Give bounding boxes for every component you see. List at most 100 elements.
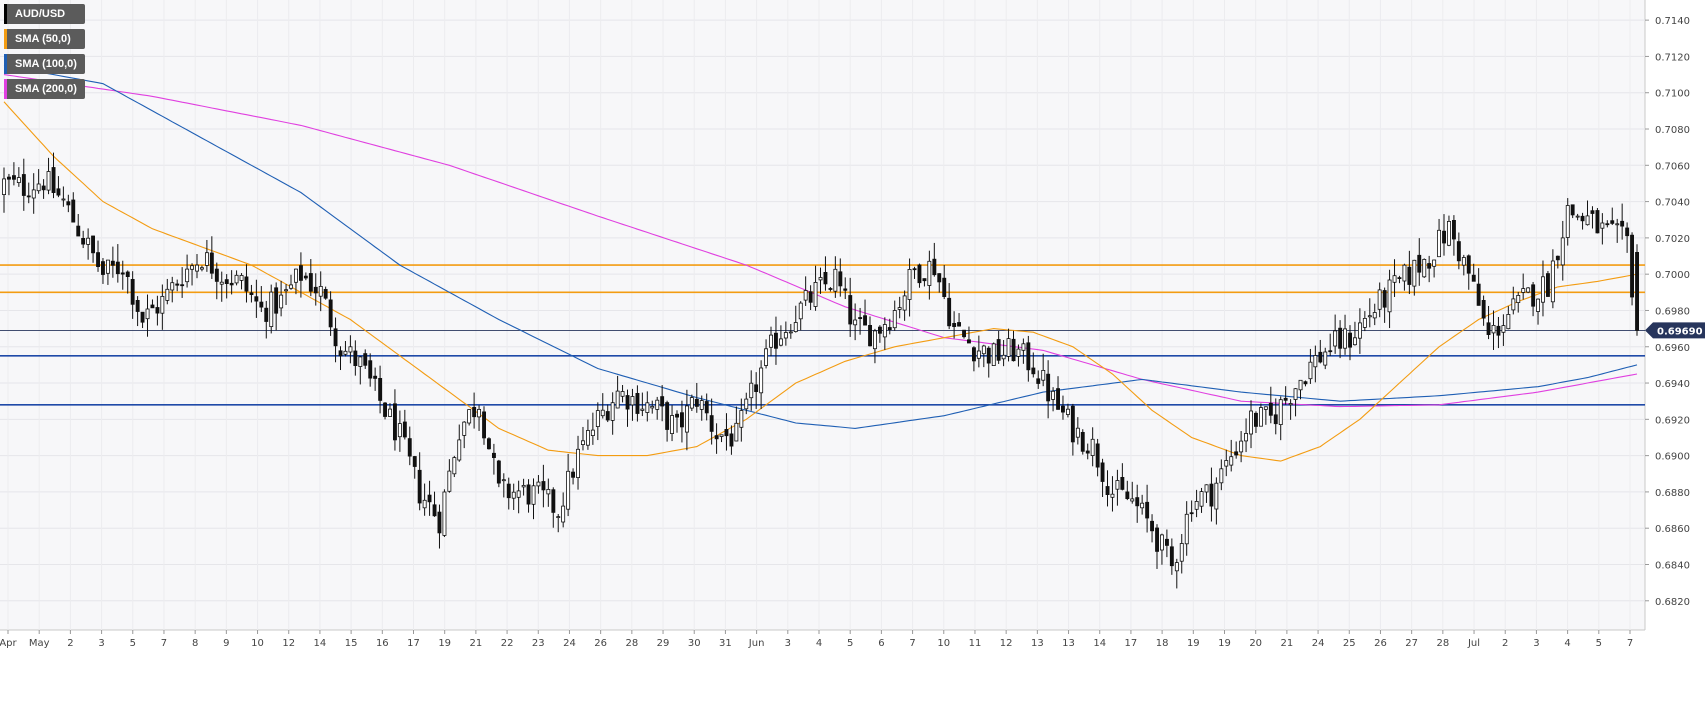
candle-bull[interactable]: [1006, 338, 1011, 357]
candle-bull[interactable]: [284, 289, 288, 292]
candle-bull[interactable]: [348, 346, 353, 353]
candle-bear[interactable]: [264, 307, 269, 322]
candle-bear[interactable]: [694, 398, 699, 407]
candle-bull[interactable]: [650, 405, 655, 409]
candle-bull[interactable]: [1308, 361, 1313, 380]
candle-bull[interactable]: [239, 274, 244, 281]
candle-bull[interactable]: [1204, 484, 1209, 493]
candle-bull[interactable]: [106, 259, 110, 274]
candle-bear[interactable]: [1630, 234, 1634, 298]
candle-bull[interactable]: [897, 307, 902, 310]
candle-bear[interactable]: [1531, 284, 1536, 307]
candle-bear[interactable]: [922, 278, 927, 282]
candle-bear[interactable]: [1595, 210, 1600, 234]
candle-bull[interactable]: [170, 282, 175, 291]
candle-bear[interactable]: [96, 252, 100, 268]
candle-bear[interactable]: [298, 265, 303, 281]
candle-bear[interactable]: [774, 332, 778, 349]
candle-bull[interactable]: [719, 434, 724, 437]
candle-bull[interactable]: [892, 310, 897, 329]
candle-bear[interactable]: [1303, 381, 1308, 385]
candle-bull[interactable]: [1550, 260, 1555, 303]
candle-bull[interactable]: [764, 348, 768, 366]
candle-bear[interactable]: [392, 403, 397, 441]
candle-bear[interactable]: [1481, 299, 1486, 319]
candle-bull[interactable]: [1358, 322, 1362, 339]
candle-bear[interactable]: [41, 185, 46, 191]
candle-bear[interactable]: [1105, 486, 1110, 496]
candle-bear[interactable]: [486, 438, 491, 450]
candle-bear[interactable]: [125, 271, 130, 277]
candle-bear[interactable]: [1135, 497, 1140, 507]
candle-bull[interactable]: [630, 396, 635, 406]
candle-bull[interactable]: [1051, 390, 1055, 400]
candle-bull[interactable]: [645, 402, 650, 413]
candle-bear[interactable]: [942, 277, 947, 298]
candle-bear[interactable]: [51, 167, 56, 194]
candle-bear[interactable]: [526, 484, 531, 505]
candle-bear[interactable]: [1486, 322, 1491, 335]
candle-bear[interactable]: [680, 412, 684, 428]
candle-bear[interactable]: [328, 299, 333, 328]
candle-bull[interactable]: [783, 332, 788, 339]
candle-bull[interactable]: [576, 448, 580, 478]
candle-bull[interactable]: [1422, 258, 1427, 278]
candle-bear[interactable]: [1080, 431, 1085, 452]
candle-bear[interactable]: [1234, 451, 1239, 456]
candle-bull[interactable]: [46, 171, 51, 191]
candle-bear[interactable]: [1120, 476, 1125, 490]
candle-bull[interactable]: [655, 399, 660, 410]
candle-bear[interactable]: [76, 225, 81, 237]
candle-bear[interactable]: [1605, 223, 1610, 226]
candle-bear[interactable]: [1456, 241, 1461, 262]
candle-bear[interactable]: [26, 195, 31, 198]
candle-bull[interactable]: [452, 457, 457, 475]
candle-bull[interactable]: [615, 390, 620, 409]
candle-bear[interactable]: [1570, 204, 1575, 216]
candle-bull[interactable]: [1110, 493, 1115, 498]
candle-bull[interactable]: [902, 295, 907, 311]
candle-bull[interactable]: [779, 338, 783, 346]
candle-bear[interactable]: [427, 494, 432, 503]
candle-bull[interactable]: [516, 490, 521, 498]
candle-bear[interactable]: [1070, 405, 1075, 443]
candle-bear[interactable]: [1348, 332, 1352, 348]
candle-bull[interactable]: [289, 284, 293, 289]
candle-bull[interactable]: [462, 421, 467, 436]
candle-bull[interactable]: [447, 470, 452, 492]
candle-bear[interactable]: [7, 176, 11, 180]
candle-bear[interactable]: [665, 402, 670, 430]
candle-bear[interactable]: [957, 322, 961, 327]
candle-bull[interactable]: [422, 499, 427, 509]
candle-bear[interactable]: [56, 188, 61, 196]
candle-bull[interactable]: [1066, 408, 1070, 415]
candle-bull[interactable]: [457, 439, 462, 461]
candle-bull[interactable]: [1075, 427, 1080, 438]
candle-bear[interactable]: [571, 471, 575, 478]
candle-bull[interactable]: [1343, 328, 1347, 349]
candle-bull[interactable]: [145, 308, 150, 320]
candle-bull[interactable]: [1214, 482, 1219, 510]
candle-bull[interactable]: [511, 491, 516, 499]
candle-bear[interactable]: [1452, 219, 1456, 240]
candle-bull[interactable]: [759, 367, 764, 394]
candle-bear[interactable]: [249, 292, 254, 295]
candle-bear[interactable]: [229, 282, 234, 286]
candle-bear[interactable]: [417, 469, 422, 504]
candle-bull[interactable]: [293, 268, 298, 283]
candle-bear[interactable]: [828, 288, 833, 290]
candle-bull[interactable]: [1001, 354, 1006, 360]
candle-bear[interactable]: [1273, 414, 1278, 425]
candle-bull[interactable]: [358, 356, 363, 367]
candle-bull[interactable]: [803, 290, 808, 301]
candle-bear[interactable]: [1046, 373, 1051, 402]
candle-bull[interactable]: [1353, 337, 1357, 346]
candle-bear[interactable]: [155, 307, 160, 314]
candle-bull[interactable]: [1184, 513, 1189, 545]
candle-bear[interactable]: [368, 360, 373, 379]
candle-bear[interactable]: [1590, 210, 1595, 214]
candle-bear[interactable]: [81, 237, 86, 245]
candle-bear[interactable]: [729, 433, 734, 447]
candle-bull[interactable]: [1432, 259, 1437, 267]
candle-bear[interactable]: [635, 392, 640, 414]
